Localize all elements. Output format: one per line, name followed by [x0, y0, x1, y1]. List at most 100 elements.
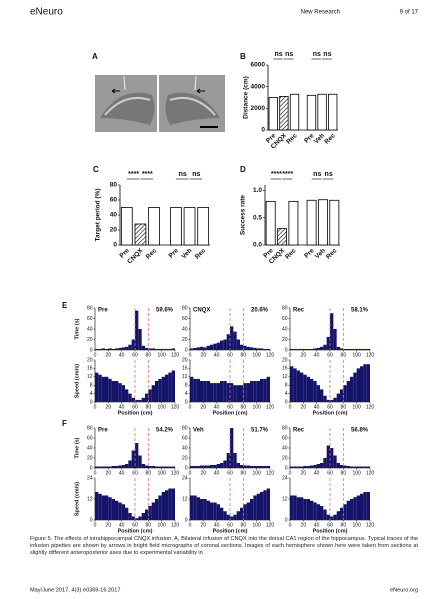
histogram-bar — [233, 385, 237, 402]
x-tick-label: 80 — [146, 404, 152, 410]
histogram-bar — [233, 514, 237, 520]
histogram-bar — [135, 518, 139, 520]
histogram-bar — [346, 500, 350, 520]
x-tick-label: 80 — [341, 522, 347, 528]
histogram-bar — [165, 490, 169, 520]
histogram-bar — [313, 348, 317, 350]
histogram-bar — [165, 348, 169, 350]
histogram-bar — [320, 506, 324, 520]
histogram-bar — [138, 455, 142, 468]
histogram-bar — [333, 397, 337, 402]
histogram-bar — [330, 516, 334, 520]
histogram-bar — [118, 347, 122, 350]
histogram-bar — [161, 348, 165, 350]
histogram-bar — [343, 504, 347, 520]
histogram-bar — [233, 453, 237, 468]
x-tick-label: 120 — [266, 352, 275, 358]
histogram-bar — [125, 346, 129, 350]
histogram-bar — [206, 500, 210, 520]
x-tick-label: 20 — [301, 522, 307, 528]
histogram-bar — [111, 348, 115, 350]
histogram-bar — [158, 378, 162, 402]
x-tick-label: 20 — [301, 352, 307, 358]
histogram-bar — [216, 504, 220, 520]
y-axis-label: Time (s) — [74, 437, 80, 458]
histogram-bar — [196, 466, 200, 468]
x-tick-label: 0 — [189, 522, 192, 528]
y-tick-label: 0 — [185, 465, 188, 471]
histogram-bar — [230, 383, 234, 402]
percent-label: 56.8% — [351, 428, 369, 434]
y-tick-label: 2000 — [251, 105, 266, 112]
x-tick-label: 60 — [327, 352, 333, 358]
x-axis-label: Position (cm) — [118, 410, 153, 416]
x-tick-label: 60 — [327, 522, 333, 528]
histogram-bar — [155, 348, 159, 350]
y-tick-label: 80 — [282, 305, 288, 311]
y-tick-label: 20 — [87, 455, 93, 461]
histogram-bar — [190, 348, 194, 350]
x-tick-label: 100 — [252, 352, 261, 358]
y-tick-label: 12 — [282, 496, 288, 502]
histogram-bar — [220, 340, 224, 350]
histogram-bar — [196, 347, 200, 350]
histogram-bar — [105, 376, 109, 402]
significance: ns — [192, 171, 200, 178]
significance: ns — [325, 171, 333, 178]
histogram-bar — [333, 455, 337, 468]
y-tick-label: 0 — [285, 399, 288, 405]
histogram-bar — [303, 374, 307, 402]
histogram-bar — [220, 381, 224, 402]
bar — [170, 207, 182, 246]
histogram-bar — [158, 348, 162, 350]
histogram-bar — [290, 466, 294, 468]
histogram-bar — [196, 497, 200, 520]
histogram-bar — [333, 514, 337, 520]
x-tick-label: 100 — [352, 404, 361, 410]
histogram-bar — [95, 492, 99, 520]
x-tick-label: 40 — [119, 470, 125, 476]
x-tick-label: 60 — [227, 522, 233, 528]
panel-label: F — [62, 419, 67, 428]
histogram-bar — [196, 378, 200, 402]
x-tick-label: Veh — [180, 247, 193, 260]
histogram-bar — [253, 495, 257, 520]
histogram-bar — [243, 504, 247, 520]
histogram-bar — [226, 383, 230, 402]
histogram-bar — [230, 516, 234, 520]
histogram-bar — [226, 514, 230, 520]
histogram-bar — [151, 502, 155, 520]
y-tick-label: 12 — [182, 496, 188, 502]
histogram-bar — [246, 502, 250, 520]
panel-label: E — [62, 301, 68, 310]
x-tick-label: Rec — [285, 132, 299, 146]
histogram-bar — [145, 393, 149, 402]
histogram-bar — [263, 466, 267, 468]
histogram-bar — [323, 509, 327, 520]
x-axis-label: Position (cm) — [118, 528, 153, 534]
histogram-bar — [171, 466, 175, 468]
histogram-bar — [210, 465, 214, 468]
x-tick-label: 0 — [189, 470, 192, 476]
y-tick-label: 60 — [87, 435, 93, 441]
x-tick-label: 100 — [352, 470, 361, 476]
histogram-bar — [190, 376, 194, 402]
histogram-bar — [206, 381, 210, 402]
histogram-bar — [128, 393, 132, 402]
significance: **** — [271, 171, 282, 178]
histogram-bar — [148, 389, 152, 402]
x-tick-label: 100 — [157, 522, 166, 528]
y-tick-label: 4 — [90, 391, 93, 397]
histogram-bar — [240, 507, 244, 520]
y-axis-label: Distance (cm) — [243, 76, 250, 119]
histogram-bar — [101, 376, 105, 402]
histogram-bar — [250, 347, 254, 350]
y-tick-label: 24 — [87, 475, 93, 481]
histogram-bar — [190, 466, 194, 468]
histogram-bar — [206, 465, 210, 468]
histogram-bar — [316, 347, 320, 350]
histogram-bar — [290, 495, 294, 520]
percent-label: 51.7% — [251, 428, 269, 434]
footer-right: eNeuro.org — [390, 587, 418, 593]
